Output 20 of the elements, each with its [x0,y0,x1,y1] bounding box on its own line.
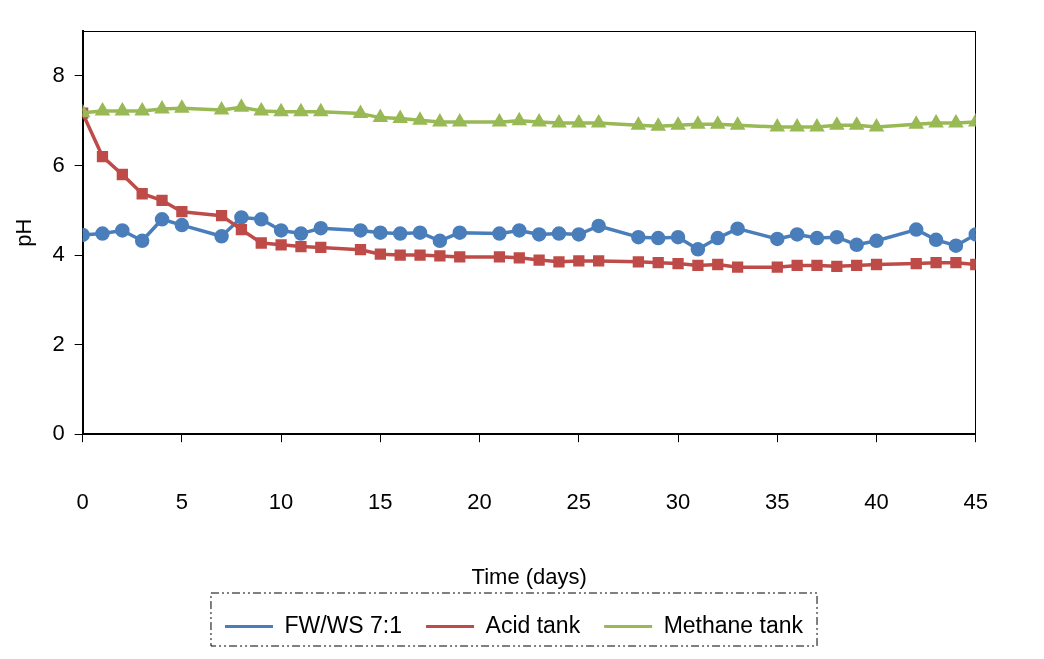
legend-label: Acid tank [485,611,581,638]
x-tick-label: 5 [175,489,188,515]
x-tick-label: 25 [566,489,592,515]
y-tick-label: 6 [52,151,65,177]
x-tick-label: 45 [963,489,989,515]
y-tick-label: 2 [52,330,65,356]
legend-label: Methane tank [663,611,804,638]
x-tick-label: 0 [76,489,89,515]
x-tick-label: 15 [368,489,393,515]
x-axis-title: Time (days) [471,563,587,589]
x-tick-label: 20 [467,489,492,515]
x-tick-label: 10 [268,489,294,515]
x-tick-label: 30 [665,489,691,515]
x-tick-label: 40 [864,489,889,515]
y-tick-label: 8 [52,62,65,88]
y-axis-title: pH [11,218,37,247]
y-tick-label: 4 [52,241,65,267]
y-tick-label: 0 [52,420,65,446]
legend-label: FW/WS 7:1 [284,611,403,638]
x-tick-label: 35 [765,489,790,515]
